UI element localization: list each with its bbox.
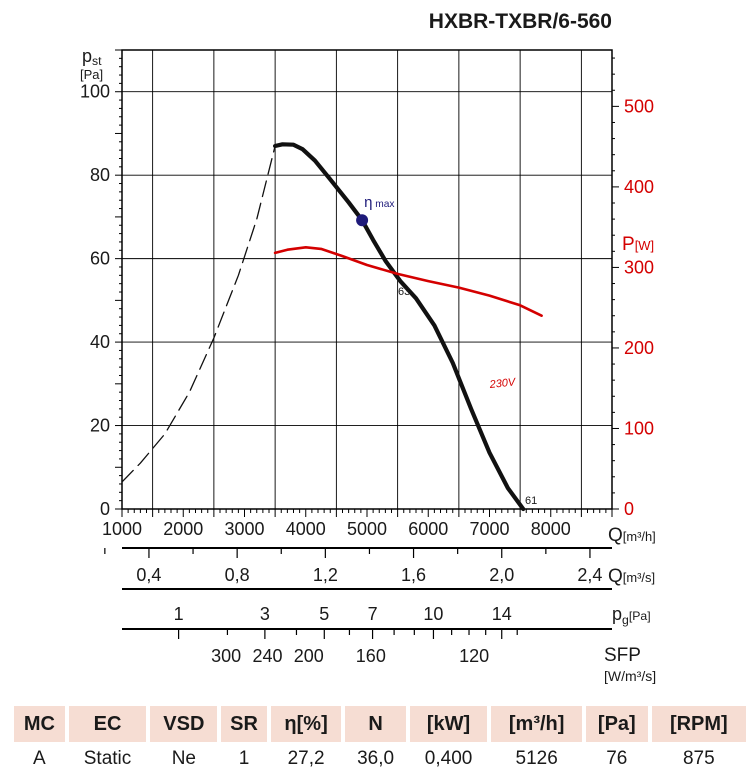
spec-header-vsd: VSD <box>150 706 218 742</box>
power-curve-label: 230V <box>488 376 517 391</box>
spec-value-rpm: 875 <box>682 748 715 769</box>
spec-table: MC EC VSD SR η[%] N [kW] [m³/h] [Pa] [RP… <box>10 706 750 776</box>
pressure-curve <box>273 142 526 512</box>
sfp-tick-label: 120 <box>459 646 489 666</box>
pg-tick-label: 14 <box>492 604 512 624</box>
x-tick-label: 4000 <box>286 519 326 539</box>
spec-value-sr: 1 <box>238 748 250 769</box>
fan-curve-chart: HXBR-TXBR/6-560 1000 2000 3000 4000 5000 6000… <box>80 10 656 684</box>
chart-title: HXBR-TXBR/6-560 <box>429 10 612 33</box>
x-tick-label: 7000 <box>469 519 509 539</box>
sfp-axis-unit: [W/m³/s] <box>604 668 656 684</box>
y-axis-label: pst <box>82 46 102 68</box>
y2-axis-label: P[W] <box>622 234 654 255</box>
pg-tick-label: 3 <box>260 604 270 624</box>
spec-header-sr: SR <box>221 706 267 742</box>
chart-layer: 1000 2000 3000 4000 5000 6000 7000 800002040608… <box>80 46 656 684</box>
spec-header-mc: MC <box>14 706 65 742</box>
flow-m3s-tick-label: 1,2 <box>313 565 338 585</box>
flow-m3s-tick-label: 0,8 <box>225 565 250 585</box>
eta-max-label: η max <box>364 194 394 211</box>
q-axis-label: Q[m³/h] <box>608 525 656 546</box>
x-tick-label: 2000 <box>163 519 203 539</box>
y2-tick-label: 500 <box>624 96 654 116</box>
spec-value-flow: 5126 <box>515 748 558 769</box>
spec-value-ec: Static <box>83 748 132 769</box>
y-tick-label: 20 <box>90 416 110 436</box>
eta-max-point <box>356 214 369 227</box>
x-tick-label: 8000 <box>531 519 571 539</box>
spec-value-kw: 0,400 <box>424 748 473 769</box>
x-tick-label: 6000 <box>408 519 448 539</box>
spec-value-row: A Static Ne 1 27,2 36,0 0,400 5126 76 87… <box>14 742 746 776</box>
x-tick-label: 1000 <box>102 519 142 539</box>
sfp-tick-label: 300 <box>211 646 241 666</box>
curve-label-63: 63 <box>398 286 410 298</box>
y2-tick-label: 400 <box>624 177 654 197</box>
y-axis-unit: [Pa] <box>80 67 103 82</box>
sfp-tick-label: 240 <box>252 646 282 666</box>
y2-tick-label: 100 <box>624 418 654 438</box>
pg-axis-label: pg[Pa] <box>612 604 651 627</box>
flow-m3s-tick-label: 2,0 <box>489 565 514 585</box>
spec-value-n: 36,0 <box>357 748 395 769</box>
spec-header-pressure: [Pa] <box>585 706 648 742</box>
y-tick-label: 80 <box>90 165 110 185</box>
spec-value-vsd: Ne <box>171 748 196 769</box>
spec-value-pressure: 76 <box>606 748 628 769</box>
x-tick-label: 3000 <box>224 519 264 539</box>
spec-header-ec: EC <box>68 706 147 742</box>
sfp-tick-label: 200 <box>294 646 324 666</box>
power-curve <box>273 246 543 317</box>
y2-tick-label: 0 <box>624 499 634 519</box>
curve-end-label: 61 <box>525 495 537 507</box>
x-tick-label: 5000 <box>347 519 387 539</box>
unstable-region-curve <box>121 145 276 483</box>
flow-m3s-tick-label: 0,4 <box>136 565 161 585</box>
spec-value-mc: A <box>33 748 46 769</box>
plot-frame <box>121 49 613 510</box>
pg-tick-label: 10 <box>423 604 443 624</box>
y-tick-label: 40 <box>90 332 110 352</box>
y-tick-label: 0 <box>100 499 110 519</box>
sfp-tick-label: 160 <box>356 646 386 666</box>
y2-tick-label: 200 <box>624 338 654 358</box>
pg-tick-label: 5 <box>319 604 329 624</box>
sfp-axis-label: SFP <box>604 645 641 666</box>
y-tick-label: 60 <box>90 249 110 269</box>
y2-tick-label: 300 <box>624 257 654 277</box>
y-tick-label: 100 <box>80 82 110 102</box>
spec-value-efficiency: 27,2 <box>287 748 325 769</box>
flow-m3s-tick-label: 2,4 <box>577 565 602 585</box>
flow-m3s-label: Q[m³/s] <box>608 566 655 587</box>
spec-header-rpm: [RPM] <box>651 706 746 742</box>
spec-header-n: N <box>345 706 406 742</box>
spec-header-efficiency: η[%] <box>270 706 342 742</box>
spec-header-row: MC EC VSD SR η[%] N [kW] [m³/h] [Pa] [RP… <box>14 706 746 742</box>
pg-tick-label: 1 <box>174 604 184 624</box>
pg-tick-label: 7 <box>368 604 378 624</box>
spec-header-kw: [kW] <box>409 706 488 742</box>
flow-m3s-tick-label: 1,6 <box>401 565 426 585</box>
spec-header-flow: [m³/h] <box>491 706 582 742</box>
